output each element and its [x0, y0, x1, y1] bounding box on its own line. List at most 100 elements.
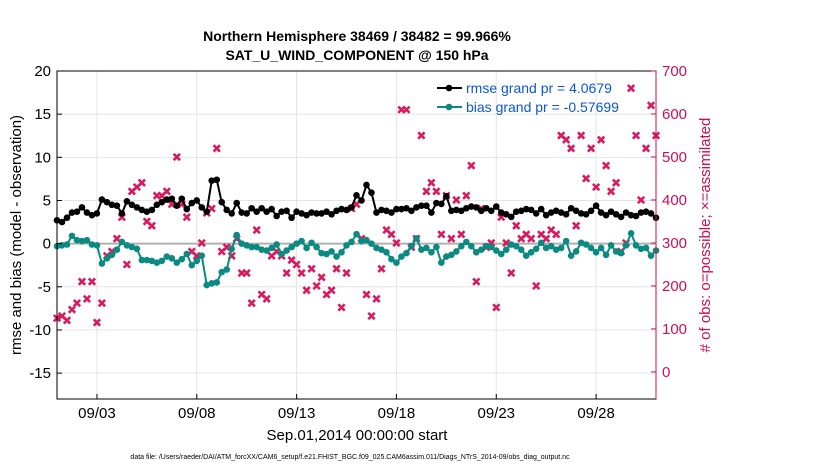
obs-count-marker: [72, 299, 82, 308]
rmse-marker: [577, 210, 585, 217]
obs-count-marker: [492, 303, 501, 312]
legend: rmse grand pr = 4.0679 bias grand pr = -…: [437, 80, 619, 115]
bias-marker: [308, 239, 315, 247]
rmse-marker: [458, 207, 465, 215]
bias-marker: [88, 241, 96, 248]
bias-marker: [532, 245, 540, 253]
rmse-marker: [323, 208, 330, 215]
rmse-marker: [373, 209, 380, 216]
obs-count-marker: [562, 135, 571, 144]
bias-marker: [497, 250, 505, 258]
y-tick-label: 0: [43, 236, 51, 253]
bias-marker: [78, 237, 86, 245]
rmse-marker: [582, 210, 590, 218]
bias-series: [53, 229, 660, 289]
rmse-marker: [433, 199, 440, 207]
rmse-marker: [268, 205, 275, 213]
obs-count-marker: [606, 187, 616, 196]
bias-marker: [388, 255, 395, 263]
bias-marker: [617, 249, 625, 257]
bias-marker: [353, 230, 360, 238]
obs-count-marker: [307, 264, 316, 273]
rmse-marker: [363, 181, 370, 189]
legend-bias-label: bias grand pr = -0.57699: [466, 99, 619, 115]
bias-marker: [622, 242, 630, 249]
rmse-marker: [378, 206, 385, 214]
obs-count-marker: [62, 316, 72, 325]
obs-count-marker: [462, 191, 471, 200]
bias-marker: [153, 259, 161, 266]
bias-marker: [63, 241, 71, 248]
bias-marker: [522, 252, 530, 260]
x-tick-label: 09/23: [477, 405, 515, 422]
rmse-marker: [497, 209, 505, 216]
rmse-marker: [303, 211, 310, 219]
bias-marker: [283, 247, 290, 254]
bias-marker: [443, 253, 450, 260]
y2-tick-label: 600: [662, 106, 687, 123]
rmse-marker: [348, 204, 355, 211]
obs-count-marker: [162, 187, 171, 196]
bias-marker: [537, 239, 545, 247]
legend-rmse-label: rmse grand pr = 4.0679: [466, 80, 612, 96]
bias-marker: [363, 236, 370, 244]
x-tick-label: 09/03: [78, 405, 116, 422]
rmse-marker: [208, 177, 216, 184]
rmse-marker: [63, 214, 71, 222]
rmse-marker: [473, 204, 480, 211]
obs-count-marker: [452, 195, 461, 205]
obs-count-marker: [596, 135, 606, 144]
rmse-marker: [532, 210, 540, 217]
bias-marker: [228, 245, 236, 253]
bias-marker: [463, 238, 470, 246]
y-tick-label: -15: [29, 365, 51, 382]
rmse-marker: [642, 208, 650, 215]
bias-marker: [413, 235, 420, 242]
bias-marker: [158, 257, 166, 265]
obs-count-marker: [422, 187, 431, 196]
x-axis-ticks: 09/03 09/08 09/13 09/18 09/23 09/28: [78, 394, 615, 422]
rmse-marker: [123, 198, 131, 205]
obs-count-marker: [242, 268, 251, 278]
y2-axis-label: # of obs: o=possible; ×=assimilated: [697, 118, 714, 353]
bias-marker: [453, 248, 460, 255]
bias-marker: [433, 243, 440, 251]
obs-count-marker: [197, 238, 206, 248]
rmse-marker: [283, 207, 290, 215]
obs-count-marker: [67, 305, 77, 314]
bias-marker: [108, 251, 116, 259]
bias-marker: [517, 246, 525, 253]
rmse-marker: [138, 206, 146, 214]
bias-marker: [73, 236, 81, 244]
obs-count-marker: [362, 290, 371, 299]
rmse-marker: [547, 209, 555, 216]
rmse-marker: [482, 204, 490, 212]
rmse-marker: [632, 212, 640, 220]
y-tick-label: 5: [43, 192, 51, 209]
x-tick-label: 09/08: [178, 405, 216, 422]
rmse-marker: [83, 209, 91, 216]
rmse-marker: [622, 209, 630, 216]
bias-marker: [163, 253, 171, 260]
bias-marker: [602, 251, 610, 259]
bias-marker: [338, 248, 345, 256]
rmse-marker: [627, 211, 635, 219]
obs-count-marker: [247, 299, 256, 308]
bias-marker: [263, 247, 270, 254]
bias-marker: [448, 251, 455, 259]
bias-marker: [607, 242, 615, 249]
obs-count-marker: [377, 264, 386, 273]
rmse-marker: [393, 205, 400, 213]
rmse-marker: [453, 206, 460, 214]
bias-marker: [143, 256, 151, 264]
obs-count-marker: [327, 286, 336, 295]
obs-count-marker: [332, 264, 341, 273]
rmse-marker: [647, 210, 655, 217]
rmse-marker: [318, 210, 325, 217]
bias-marker: [577, 239, 585, 247]
rmse-marker: [517, 207, 525, 215]
rmse-marker: [163, 196, 171, 203]
obs-count-marker: [147, 221, 156, 230]
bias-marker: [647, 252, 655, 260]
bias-marker: [148, 257, 156, 265]
